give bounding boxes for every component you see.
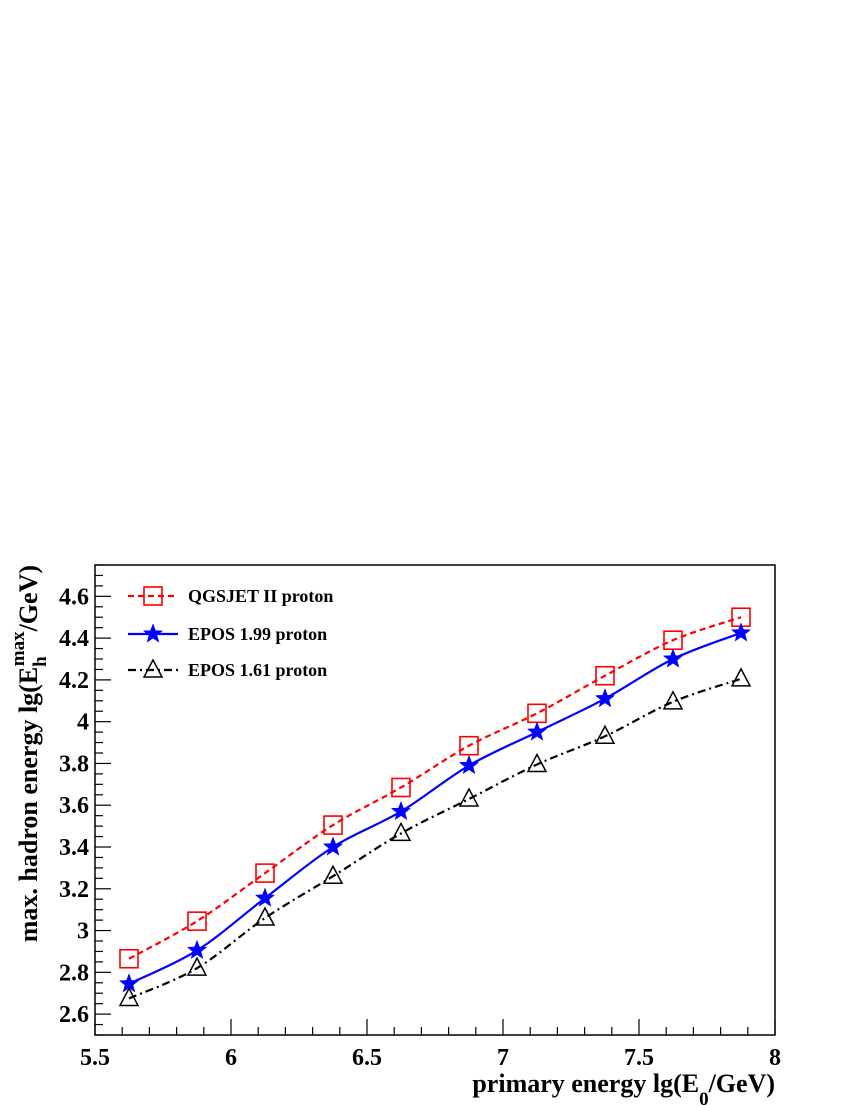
legend-label: EPOS 1.61 proton (188, 660, 327, 680)
x-tick-label: 5.5 (80, 1045, 110, 1071)
series-line (128, 631, 742, 985)
series-layer (118, 607, 752, 1007)
data-point (187, 911, 207, 931)
y-axis-title-subscript: h (30, 656, 51, 667)
y-axis-tick-labels: 2.6 2.8 3 3.2 3.4 3.6 3.8 4 4.2 4.4 4.6 (59, 584, 89, 1028)
data-point (119, 948, 139, 969)
data-point (254, 887, 276, 907)
plot-frame (94, 564, 776, 1036)
y-tick-label: 3.6 (59, 793, 89, 819)
y-tick-label: 3.2 (59, 877, 89, 903)
legend-marker (142, 658, 164, 678)
data-point (730, 622, 752, 642)
legend-label: QGSJET II proton (188, 586, 333, 606)
x-tick-label: 7.5 (624, 1045, 654, 1071)
data-point (595, 665, 615, 686)
data-point (526, 752, 548, 773)
y-tick-label: 3.8 (59, 751, 89, 777)
legend-item: EPOS 1.99 proton (128, 623, 327, 644)
data-point (186, 956, 208, 976)
data-point (594, 687, 616, 708)
data-point (391, 777, 411, 798)
legend-item: EPOS 1.61 proton (128, 658, 327, 680)
y-axis-title-superscript: max (8, 631, 29, 666)
x-axis-title-subscript: 0 (699, 1089, 709, 1106)
data-point (390, 800, 412, 821)
data-point (594, 724, 616, 745)
data-point (255, 863, 275, 883)
data-point (662, 648, 684, 668)
y-tick-label: 2.6 (59, 1002, 89, 1028)
y-tick-label: 3.4 (59, 835, 89, 861)
y-tick-label: 4.2 (59, 668, 89, 694)
y-axis-title-tail: /GeV) (14, 565, 43, 632)
data-point (459, 735, 479, 756)
series-3 (118, 667, 752, 1007)
x-tick-label: 6.5 (352, 1045, 382, 1071)
data-point (322, 836, 344, 856)
x-axis-ticks (94, 1019, 776, 1035)
x-axis-tick-labels: 5.5 6 6.5 7 7.5 8 (80, 1045, 781, 1071)
data-point (118, 986, 140, 1007)
data-point (662, 690, 684, 710)
y-tick-label: 3 (77, 919, 89, 945)
y-axis-title-main: max. hadron energy lg(E (14, 667, 43, 942)
legend: QGSJET II proton EPOS 1.99 proton EPOS 1.6… (128, 586, 333, 680)
legend-marker (142, 623, 164, 643)
x-tick-label: 6 (225, 1045, 237, 1071)
data-point (186, 939, 208, 960)
y-tick-label: 4.4 (59, 626, 89, 652)
x-tick-label: 7 (497, 1045, 509, 1071)
y-tick-label: 4 (77, 710, 89, 736)
x-axis-title: primary energy lg(E0/GeV) (472, 1069, 775, 1106)
legend-marker (143, 586, 163, 606)
data-point (527, 703, 547, 724)
y-axis-title: max. hadron energy lg(Ehmax/GeV) (8, 565, 51, 942)
x-axis-title-main: primary energy lg(E (472, 1069, 699, 1098)
y-axis-ticks (95, 564, 111, 1036)
legend-label: EPOS 1.99 proton (188, 624, 327, 644)
series-2 (118, 622, 752, 993)
series-line (128, 616, 742, 960)
data-point (322, 864, 344, 884)
x-tick-label: 8 (769, 1045, 781, 1071)
data-point (323, 815, 343, 835)
x-axis-title-tail: /GeV) (708, 1069, 775, 1098)
data-point (730, 667, 752, 687)
y-tick-label: 2.8 (59, 960, 89, 986)
y-tick-label: 4.6 (59, 584, 89, 610)
data-point (458, 787, 480, 807)
series-line (128, 677, 742, 1000)
data-point (254, 906, 276, 926)
data-point (390, 821, 412, 842)
data-point (458, 754, 480, 775)
data-point (526, 721, 548, 741)
legend-item: QGSJET II proton (128, 586, 333, 606)
